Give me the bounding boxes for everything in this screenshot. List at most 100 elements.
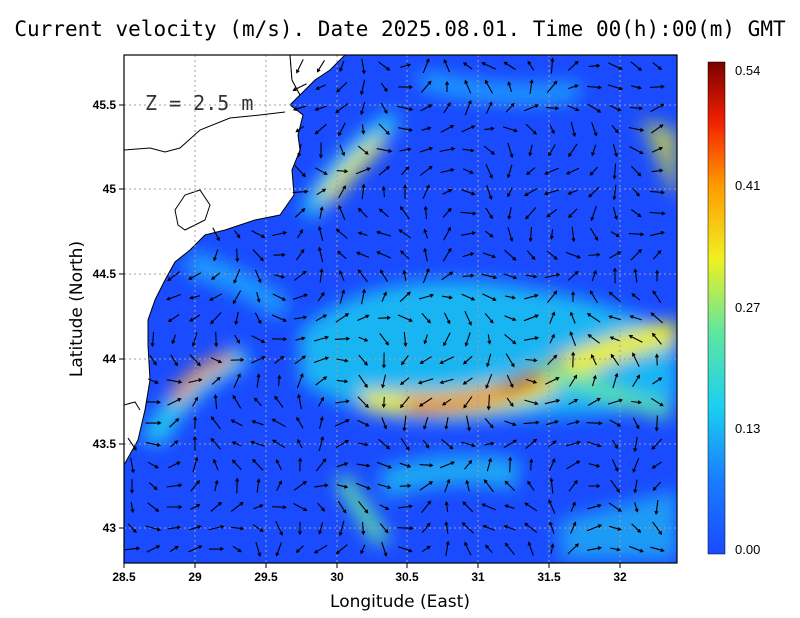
velocity-arrow <box>524 293 539 300</box>
velocity-arrow <box>651 146 664 153</box>
velocity-arrow <box>632 374 640 387</box>
velocity-arrow <box>529 79 534 94</box>
velocity-arrow <box>188 272 202 280</box>
velocity-arrow <box>568 479 578 492</box>
velocity-arrow <box>634 502 639 513</box>
velocity-arrow <box>233 268 241 284</box>
speed-patch <box>335 475 390 545</box>
velocity-arrow <box>147 461 159 469</box>
velocity-arrow <box>586 421 603 426</box>
velocity-arrow <box>461 522 474 534</box>
velocity-arrow <box>338 520 345 537</box>
velocity-arrow <box>336 81 348 93</box>
velocity-arrow <box>545 377 560 385</box>
velocity-arrow <box>439 356 454 364</box>
velocity-arrow <box>192 456 199 473</box>
velocity-arrow <box>297 438 303 449</box>
velocity-arrow <box>191 331 198 348</box>
velocity-arrow <box>632 352 640 367</box>
velocity-arrow <box>464 79 472 94</box>
velocity-arrow <box>607 398 623 405</box>
velocity-arrow <box>569 374 578 387</box>
velocity-arrow <box>567 105 580 112</box>
velocity-arrow <box>464 332 471 347</box>
velocity-arrow <box>376 230 391 237</box>
y-tick-label: 43 <box>103 521 117 535</box>
velocity-arrow <box>543 189 560 196</box>
velocity-arrow <box>612 439 619 450</box>
velocity-arrow <box>503 61 516 71</box>
velocity-arrow <box>441 398 452 406</box>
velocity-arrow <box>318 396 325 407</box>
velocity-arrow <box>439 461 455 469</box>
velocity-arrow <box>315 314 328 322</box>
y-tick-label: 44 <box>103 352 117 366</box>
colorbar-scale <box>707 61 726 555</box>
velocity-arrow <box>294 355 307 365</box>
velocity-arrow <box>232 394 242 409</box>
velocity-arrow <box>272 439 286 449</box>
velocity-arrow <box>295 336 306 341</box>
velocity-arrow <box>338 122 346 137</box>
velocity-arrow <box>652 481 662 491</box>
y-tick-label: 44.5 <box>93 267 117 281</box>
velocity-arrow <box>508 456 513 473</box>
velocity-arrow <box>609 419 622 427</box>
velocity-arrow <box>277 374 282 387</box>
velocity-arrow <box>338 205 346 221</box>
velocity-arrow <box>568 84 579 90</box>
velocity-arrow <box>549 124 555 135</box>
velocity-arrow <box>295 248 305 261</box>
velocity-arrow <box>629 314 642 321</box>
velocity-arrow <box>440 125 455 133</box>
velocity-arrow <box>251 230 266 238</box>
velocity-arrow <box>335 102 349 114</box>
velocity-arrow <box>462 501 474 513</box>
velocity-arrow <box>630 208 642 218</box>
speed-patch <box>380 454 520 500</box>
velocity-arrow <box>439 378 454 385</box>
velocity-arrow <box>544 167 560 175</box>
velocity-arrow <box>190 480 201 492</box>
velocity-arrow <box>339 270 345 282</box>
velocity-arrow <box>360 288 366 305</box>
velocity-arrow <box>127 437 137 451</box>
velocity-arrow <box>232 290 242 305</box>
velocity-arrow <box>632 417 640 430</box>
velocity-arrow <box>335 228 348 239</box>
velocity-arrow <box>292 83 307 91</box>
velocity-arrow <box>334 419 350 427</box>
velocity-arrow <box>570 501 576 512</box>
velocity-arrow <box>652 521 663 536</box>
velocity-arrow <box>336 358 349 363</box>
velocity-arrow <box>419 146 434 153</box>
velocity-arrow <box>610 479 621 493</box>
velocity-arrow <box>380 102 388 114</box>
velocity-arrow <box>650 312 664 324</box>
colorbar-tick: 0.41 <box>735 178 760 193</box>
velocity-arrow <box>442 189 453 195</box>
plot-frame <box>123 54 678 564</box>
velocity-arrow <box>631 293 641 301</box>
velocity-arrow <box>381 396 386 409</box>
velocity-arrow <box>230 526 245 531</box>
velocity-arrow <box>445 540 450 557</box>
velocity-arrow <box>356 463 371 468</box>
velocity-arrow <box>462 148 475 153</box>
velocity-arrow <box>316 188 327 196</box>
velocity-arrow <box>422 439 430 449</box>
velocity-arrow <box>421 545 431 553</box>
velocity-arrow <box>337 500 347 514</box>
velocity-arrow <box>377 483 392 490</box>
x-tick-label: 31.5 <box>537 570 561 584</box>
velocity-arrow <box>526 250 536 261</box>
velocity-arrow <box>400 377 410 386</box>
velocity-arrow <box>505 353 515 368</box>
velocity-arrow <box>376 148 393 153</box>
velocity-arrow <box>633 479 638 494</box>
velocity-arrow <box>571 226 576 243</box>
velocity-arrow <box>523 420 540 425</box>
velocity-arrow <box>147 378 159 384</box>
x-tick-label: 30 <box>330 570 344 584</box>
velocity-arrow <box>548 458 556 472</box>
